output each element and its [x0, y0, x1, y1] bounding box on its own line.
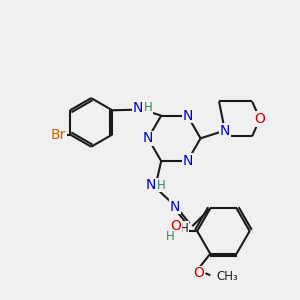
- Text: N: N: [132, 101, 143, 115]
- Text: CH₃: CH₃: [216, 270, 238, 283]
- Text: N: N: [220, 124, 230, 138]
- Text: O: O: [193, 266, 204, 280]
- Text: N: N: [182, 109, 193, 123]
- Text: O: O: [170, 219, 181, 233]
- Text: O: O: [254, 112, 265, 126]
- Text: H: H: [180, 222, 189, 235]
- Text: N: N: [169, 200, 180, 214]
- Text: N: N: [146, 178, 156, 192]
- Text: N: N: [182, 154, 193, 168]
- Text: N: N: [143, 131, 153, 145]
- Text: H: H: [144, 101, 152, 114]
- Text: Br: Br: [51, 128, 66, 142]
- Text: H: H: [166, 230, 174, 243]
- Text: H: H: [157, 179, 166, 192]
